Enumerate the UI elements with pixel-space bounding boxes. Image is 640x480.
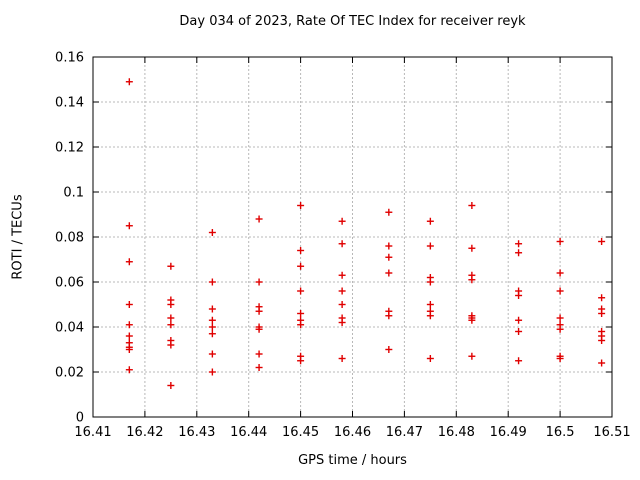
- y-tick-label: 0.16: [55, 51, 84, 66]
- y-tick-label: 0.02: [55, 366, 84, 381]
- x-tick-label: 16.48: [438, 425, 475, 440]
- chart-title: Day 034 of 2023, Rate Of TEC Index for r…: [179, 14, 526, 29]
- x-tick-label: 16.43: [178, 425, 215, 440]
- x-tick-label: 16.51: [593, 425, 630, 440]
- y-tick-label: 0: [76, 411, 84, 426]
- x-tick-label: 16.44: [230, 425, 267, 440]
- x-tick-label: 16.45: [282, 425, 319, 440]
- y-tick-label: 0.06: [55, 276, 84, 291]
- x-axis-title: GPS time / hours: [298, 453, 407, 468]
- y-tick-label: 0.04: [55, 321, 84, 336]
- y-tick-label: 0.14: [55, 96, 84, 111]
- x-tick-label: 16.41: [74, 425, 111, 440]
- y-tick-label: 0.12: [55, 141, 84, 156]
- x-tick-label: 16.47: [386, 425, 423, 440]
- x-tick-label: 16.42: [126, 425, 163, 440]
- x-tick-label: 16.46: [334, 425, 371, 440]
- y-tick-label: 0.08: [55, 231, 84, 246]
- x-tick-label: 16.5: [546, 425, 575, 440]
- y-tick-label: 0.1: [63, 186, 84, 201]
- x-tick-label: 16.49: [490, 425, 527, 440]
- y-axis-title: ROTI / TECUs: [10, 194, 26, 280]
